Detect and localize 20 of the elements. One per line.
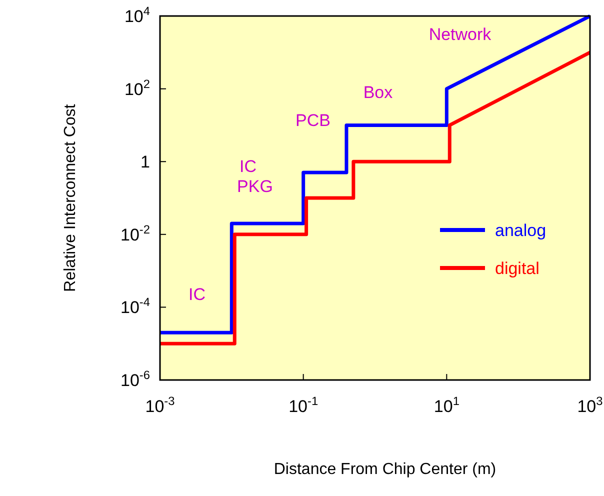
- annotation: IC: [188, 285, 206, 304]
- legend-label: analog: [495, 221, 546, 240]
- y-tick-label: 10$^{-4}$: [120, 295, 150, 318]
- annotation: Box: [363, 83, 394, 102]
- y-axis-title: Relative Interconnect Cost: [62, 104, 79, 292]
- y-tick-label: 1: [140, 152, 150, 172]
- y-tick-label: 10$^{-6}$: [120, 368, 150, 390]
- y-tick-label: 10$^{4}$: [124, 4, 150, 26]
- x-tick-label: 10$^{3}$: [577, 394, 604, 416]
- x-tick-label: 10$^{-1}$: [288, 394, 318, 416]
- x-tick-label: 10$^{-3}$: [145, 394, 176, 416]
- annotation: Network: [428, 25, 492, 44]
- y-tick-label: 10$^{2}$: [124, 76, 150, 99]
- legend-label: digital: [495, 259, 540, 278]
- annotation: IC: [240, 157, 256, 176]
- annotation: PKG: [237, 177, 273, 196]
- y-tick-label: 10$^{-2}$: [120, 222, 150, 244]
- x-tick-label: 10$^{1}$: [434, 394, 460, 416]
- annotation: PCB: [296, 111, 330, 130]
- x-axis-title: Distance From Chip Center (m): [274, 461, 496, 478]
